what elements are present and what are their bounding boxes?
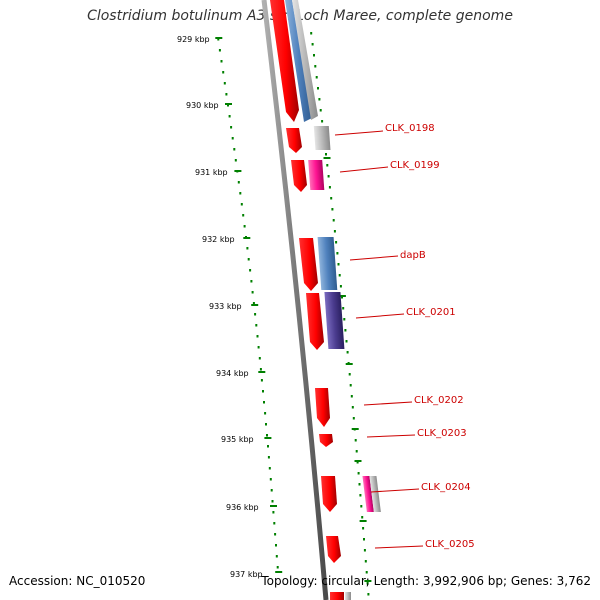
gene-feature[interactable] [291, 160, 307, 192]
gene-label[interactable]: CLK_0205 [425, 539, 475, 550]
gene-feature[interactable] [326, 536, 341, 563]
gene-label[interactable]: dapB [400, 250, 426, 261]
gene-feature[interactable] [362, 476, 374, 512]
gene-feature[interactable] [313, 126, 331, 150]
backbone [261, 0, 329, 600]
gene-feature[interactable] [369, 476, 381, 512]
ruler [215, 37, 283, 573]
ruler-tick [215, 37, 223, 39]
ruler-tick [243, 237, 251, 239]
ruler-tick [258, 371, 266, 373]
outer-tick [364, 580, 372, 582]
ruler-tick [264, 437, 272, 439]
ruler-tick-label: 935 kbp [221, 435, 254, 444]
gene-feature[interactable] [330, 592, 344, 600]
ruler-tick-label: 936 kbp [226, 503, 259, 512]
label-leaders [334, 130, 424, 549]
ruler-labels: 929 kbp 930 kbp 931 kbp 932 kbp 933 kbp … [177, 35, 263, 579]
ruler-tick [275, 571, 283, 573]
gene-label[interactable]: CLK_0201 [406, 307, 456, 318]
ruler-tick-label: 931 kbp [195, 168, 228, 177]
gene-feature[interactable] [321, 476, 337, 512]
topology-text: Topology: circular; Length: 3,992,906 bp… [261, 574, 591, 588]
gene-label[interactable]: CLK_0199 [390, 160, 440, 171]
feature-layer [270, 0, 381, 600]
ruler-tick-label: 929 kbp [177, 35, 210, 44]
gene-label[interactable]: CLK_0202 [414, 395, 464, 406]
gene-feature[interactable] [299, 238, 318, 291]
gene-labels: CLK_0198 CLK_0199 dapB CLK_0201 CLK_0202… [385, 123, 475, 550]
outer-tick [354, 460, 362, 462]
gene-feature[interactable] [324, 292, 345, 349]
gene-feature[interactable] [345, 592, 351, 600]
outer-tick [345, 363, 353, 365]
ruler-tick-label: 934 kbp [216, 369, 249, 378]
outer-ruler [310, 32, 372, 596]
gene-feature[interactable] [306, 293, 324, 350]
gene-label[interactable]: CLK_0204 [421, 482, 471, 493]
gene-feature[interactable] [308, 160, 325, 190]
gene-feature[interactable] [315, 388, 330, 427]
ruler-tick-label: 933 kbp [209, 302, 242, 311]
gene-feature[interactable] [270, 0, 299, 122]
gene-feature[interactable] [285, 0, 312, 122]
accession-text: Accession: NC_010520 [9, 574, 146, 588]
gene-feature[interactable] [286, 128, 302, 153]
ruler-tick [234, 170, 242, 172]
ruler-tick-label: 937 kbp [230, 570, 263, 579]
outer-tick [323, 157, 331, 159]
ruler-tick [270, 505, 277, 507]
ruler-tick [225, 103, 232, 105]
outer-tick [359, 520, 367, 522]
outer-tick [338, 295, 346, 297]
gene-label[interactable]: CLK_0203 [417, 428, 467, 439]
gene-feature[interactable] [319, 434, 333, 447]
ruler-tick [251, 304, 259, 306]
ruler-tick-label: 932 kbp [202, 235, 235, 244]
gene-label[interactable]: CLK_0198 [385, 123, 435, 134]
outer-tick [351, 428, 359, 430]
ruler-tick-label: 930 kbp [186, 101, 219, 110]
gene-feature[interactable] [317, 237, 338, 290]
gene-feature[interactable] [292, 0, 318, 120]
